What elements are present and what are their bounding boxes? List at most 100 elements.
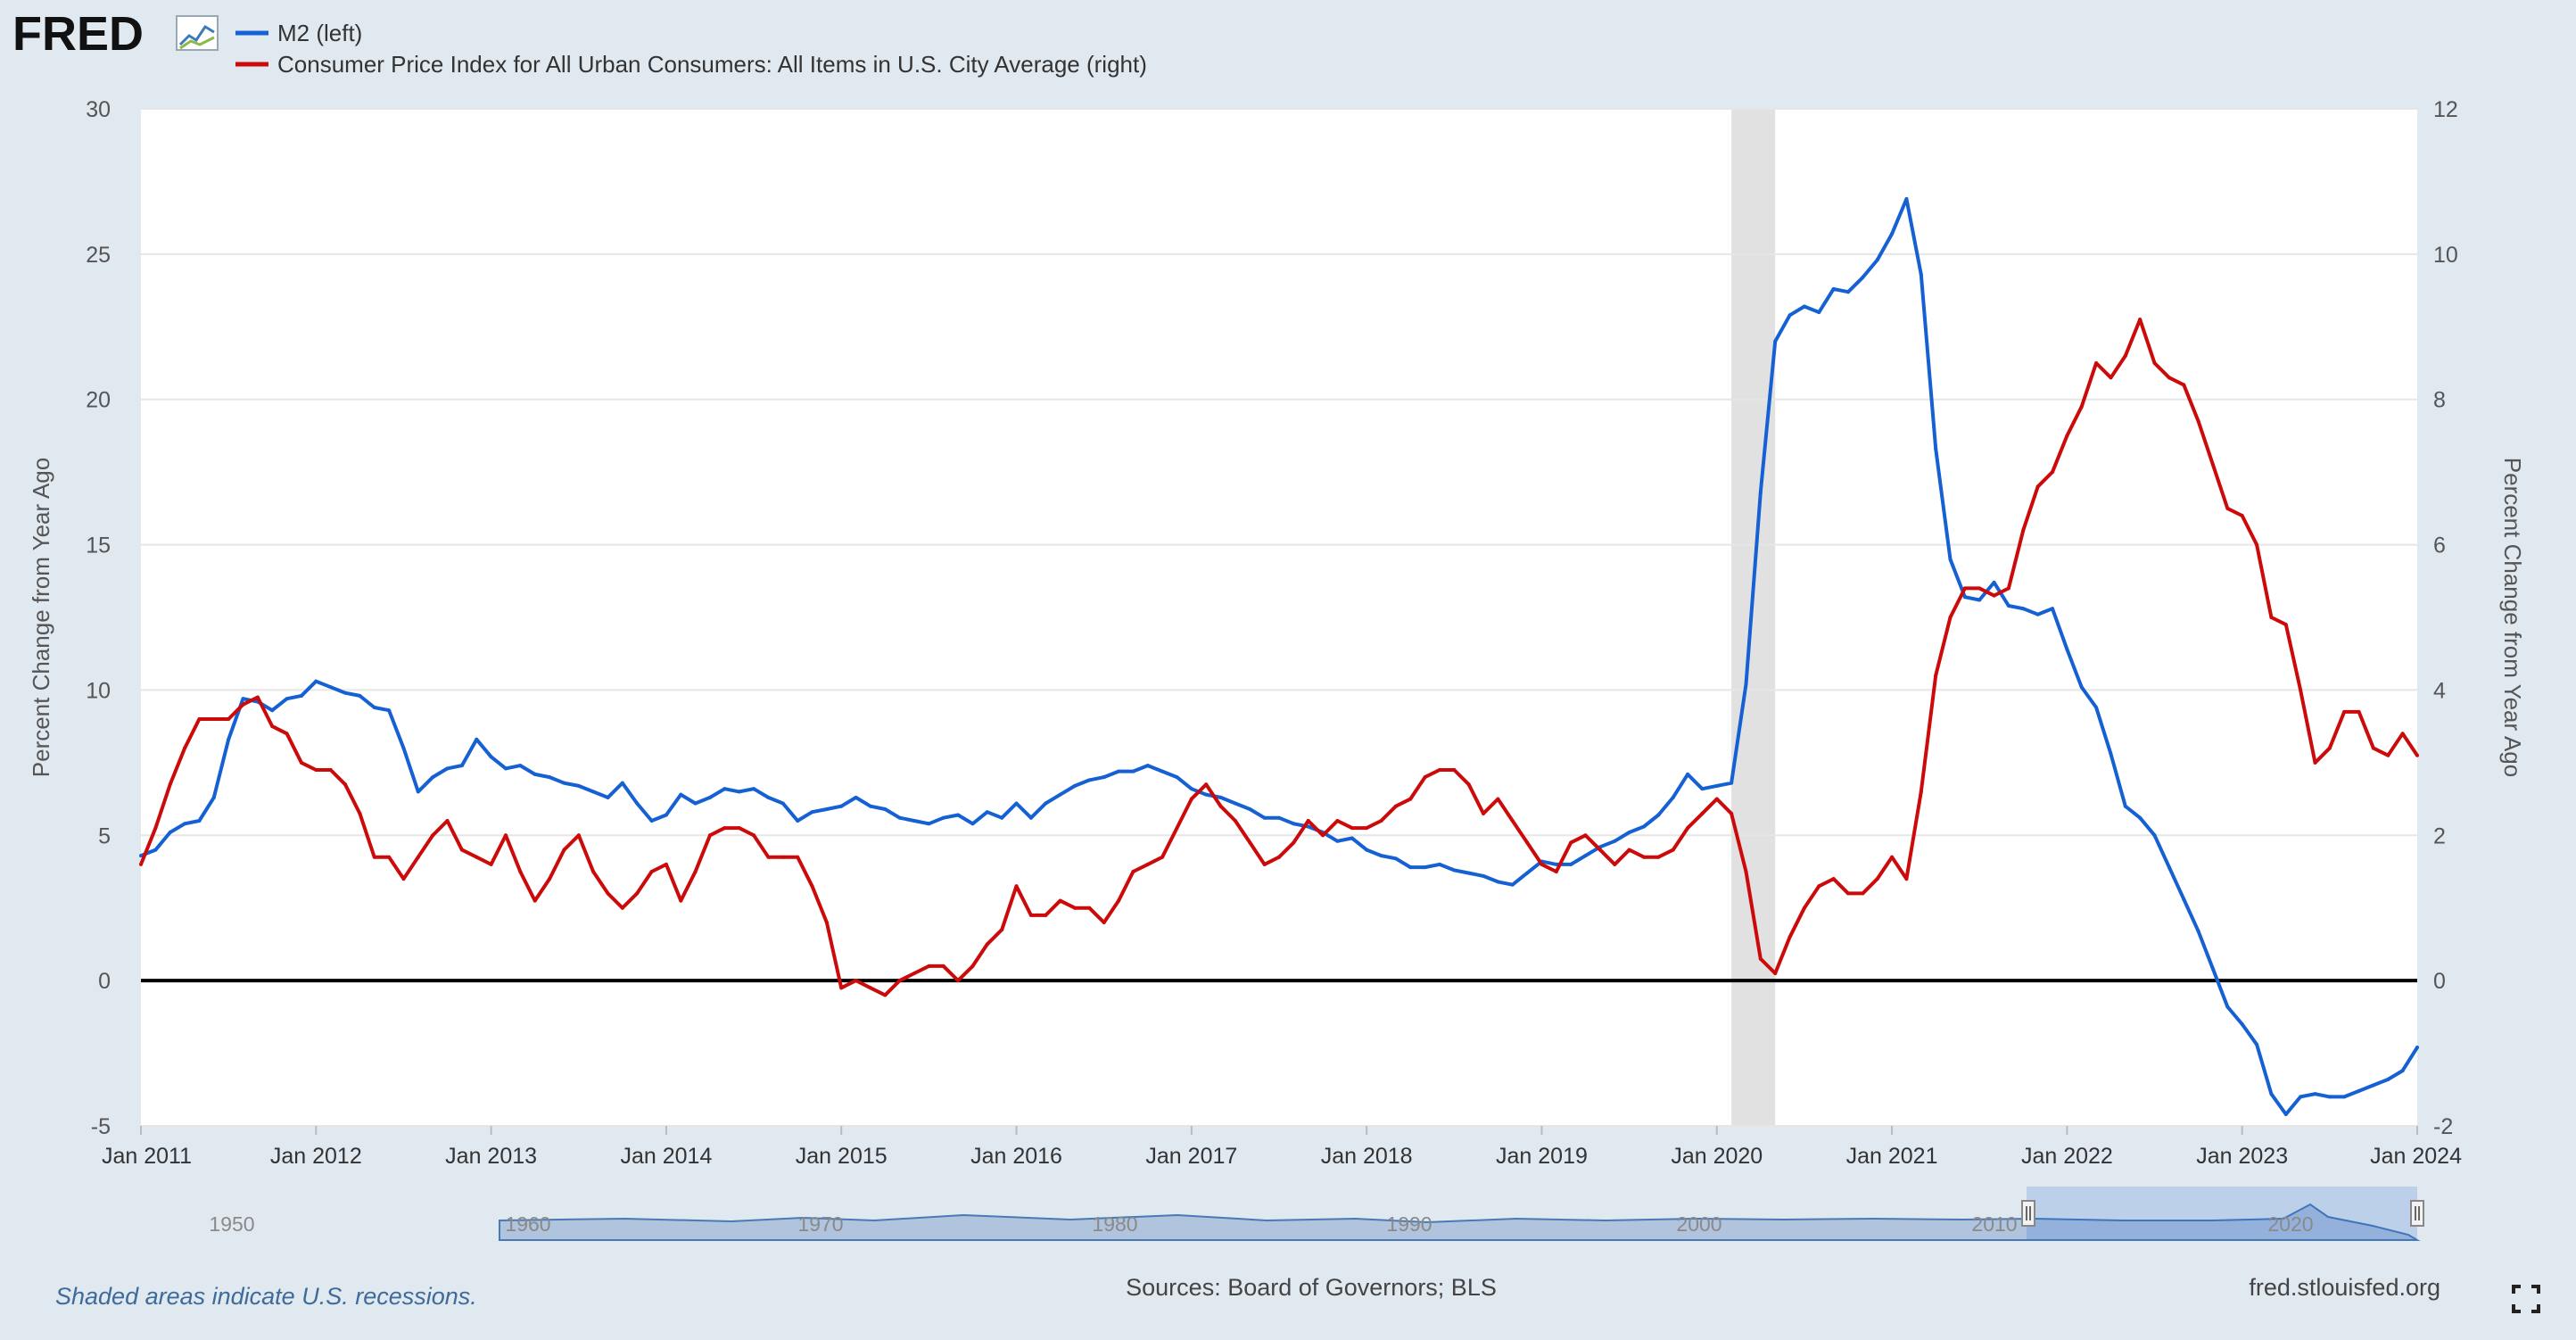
sources-text: Sources: Board of Governors; BLS <box>1126 1274 1497 1301</box>
point-cpi-120 <box>1890 855 1895 859</box>
x-tick-jan-2014: Jan 2014 <box>620 1144 712 1169</box>
left-tick-10: 10 <box>86 678 111 703</box>
point-cpi-155 <box>2400 732 2405 736</box>
point-cpi-75 <box>1233 819 1237 823</box>
point-m2-66 <box>1102 775 1106 780</box>
legend-item-cpi[interactable]: Consumer Price Index for All Urban Consu… <box>235 51 1147 78</box>
point-cpi-97 <box>1554 870 1558 873</box>
x-tick-jan-2011: Jan 2011 <box>102 1144 192 1169</box>
point-cpi-46 <box>810 884 814 889</box>
point-cpi-139 <box>2167 376 2171 380</box>
point-m2-0 <box>139 854 143 858</box>
point-cpi-112 <box>1773 972 1778 975</box>
point-m2-10 <box>285 697 289 701</box>
point-m2-125 <box>1962 595 1967 600</box>
point-cpi-48 <box>839 986 844 990</box>
point-cpi-121 <box>1904 877 1909 881</box>
point-m2-75 <box>1233 801 1237 806</box>
point-cpi-94 <box>1510 819 1515 823</box>
navigator-right-handle[interactable] <box>2410 1200 2424 1227</box>
point-cpi-28 <box>548 877 552 881</box>
point-cpi-153 <box>2371 746 2375 750</box>
point-cpi-106 <box>1686 826 1690 831</box>
point-m2-17 <box>387 708 392 713</box>
point-m2-71 <box>1175 775 1179 780</box>
point-m2-46 <box>810 810 814 815</box>
point-cpi-36 <box>664 862 668 866</box>
point-cpi-43 <box>766 855 771 859</box>
legend-item-m2[interactable]: M2 (left) <box>235 20 362 46</box>
right-tick-2: -2 <box>2433 1114 2453 1139</box>
fullscreen-icon[interactable] <box>2512 1285 2540 1313</box>
point-m2-131 <box>2051 607 2055 611</box>
point-m2-39 <box>708 795 712 799</box>
point-m2-141 <box>2196 929 2200 933</box>
fred-logo-text: FRED <box>12 7 144 61</box>
point-cpi-125 <box>1962 586 1967 591</box>
point-m2-20 <box>431 775 435 780</box>
point-m2-37 <box>679 792 683 797</box>
point-m2-45 <box>796 819 800 823</box>
navigator-label-2020: 2020 <box>2267 1212 2313 1236</box>
navigator-selected-range[interactable] <box>2027 1187 2417 1240</box>
point-m2-56 <box>956 813 961 817</box>
point-cpi-25 <box>503 833 508 838</box>
point-cpi-55 <box>941 964 945 968</box>
point-m2-62 <box>1044 801 1048 806</box>
point-m2-2 <box>168 831 172 835</box>
point-m2-143 <box>2225 1005 2230 1009</box>
fred-logo[interactable]: FRED <box>12 7 219 61</box>
point-m2-135 <box>2109 752 2113 757</box>
point-cpi-15 <box>358 811 362 815</box>
point-cpi-17 <box>387 855 392 859</box>
point-m2-123 <box>1934 447 1938 451</box>
point-cpi-100 <box>1598 848 1602 852</box>
point-m2-149 <box>2313 1092 2317 1096</box>
point-m2-55 <box>941 815 945 820</box>
point-cpi-93 <box>1496 797 1500 801</box>
point-m2-4 <box>197 819 202 823</box>
point-m2-47 <box>824 806 829 811</box>
point-m2-99 <box>1583 854 1588 858</box>
point-m2-108 <box>1714 783 1719 788</box>
point-m2-43 <box>766 795 771 799</box>
navigator-left-handle[interactable] <box>2021 1200 2035 1227</box>
navigator-label-1990: 1990 <box>1386 1212 1432 1236</box>
x-tick-jan-2013: Jan 2013 <box>445 1144 537 1169</box>
right-tick-2: 2 <box>2433 823 2446 848</box>
site-link[interactable]: fred.stlouisfed.org <box>2249 1274 2440 1301</box>
point-cpi-86 <box>1393 804 1398 808</box>
point-cpi-116 <box>1831 877 1836 881</box>
point-cpi-64 <box>1072 906 1077 910</box>
point-cpi-63 <box>1058 898 1062 903</box>
point-cpi-91 <box>1466 782 1471 787</box>
right-tick-12: 12 <box>2433 97 2458 122</box>
point-m2-124 <box>1948 557 1953 561</box>
point-cpi-141 <box>2196 419 2200 424</box>
point-m2-154 <box>2386 1077 2390 1081</box>
x-tick-jan-2018: Jan 2018 <box>1321 1144 1413 1169</box>
navigator-label-1950: 1950 <box>209 1212 254 1236</box>
point-cpi-128 <box>2006 586 2010 591</box>
point-m2-140 <box>2182 897 2186 901</box>
point-cpi-149 <box>2313 760 2317 765</box>
point-cpi-83 <box>1350 826 1354 831</box>
point-m2-130 <box>2035 612 2040 616</box>
point-cpi-82 <box>1335 819 1340 823</box>
point-cpi-152 <box>2357 709 2361 714</box>
point-cpi-31 <box>591 870 596 873</box>
point-cpi-62 <box>1044 913 1048 917</box>
point-cpi-61 <box>1028 913 1033 917</box>
point-cpi-114 <box>1802 906 1806 910</box>
range-navigator[interactable]: 1950 1960 1970 1980 1990 2000 2010 2020 <box>141 1187 2424 1241</box>
point-m2-65 <box>1087 778 1092 782</box>
point-cpi-79 <box>1292 840 1296 845</box>
point-cpi-0 <box>139 862 143 866</box>
point-cpi-70 <box>1160 855 1165 859</box>
point-cpi-10 <box>285 732 289 736</box>
point-m2-68 <box>1131 769 1135 773</box>
fred-logo-graph-icon <box>176 15 219 51</box>
point-m2-53 <box>912 819 917 823</box>
point-cpi-59 <box>1000 928 1004 932</box>
point-m2-113 <box>1788 313 1792 318</box>
